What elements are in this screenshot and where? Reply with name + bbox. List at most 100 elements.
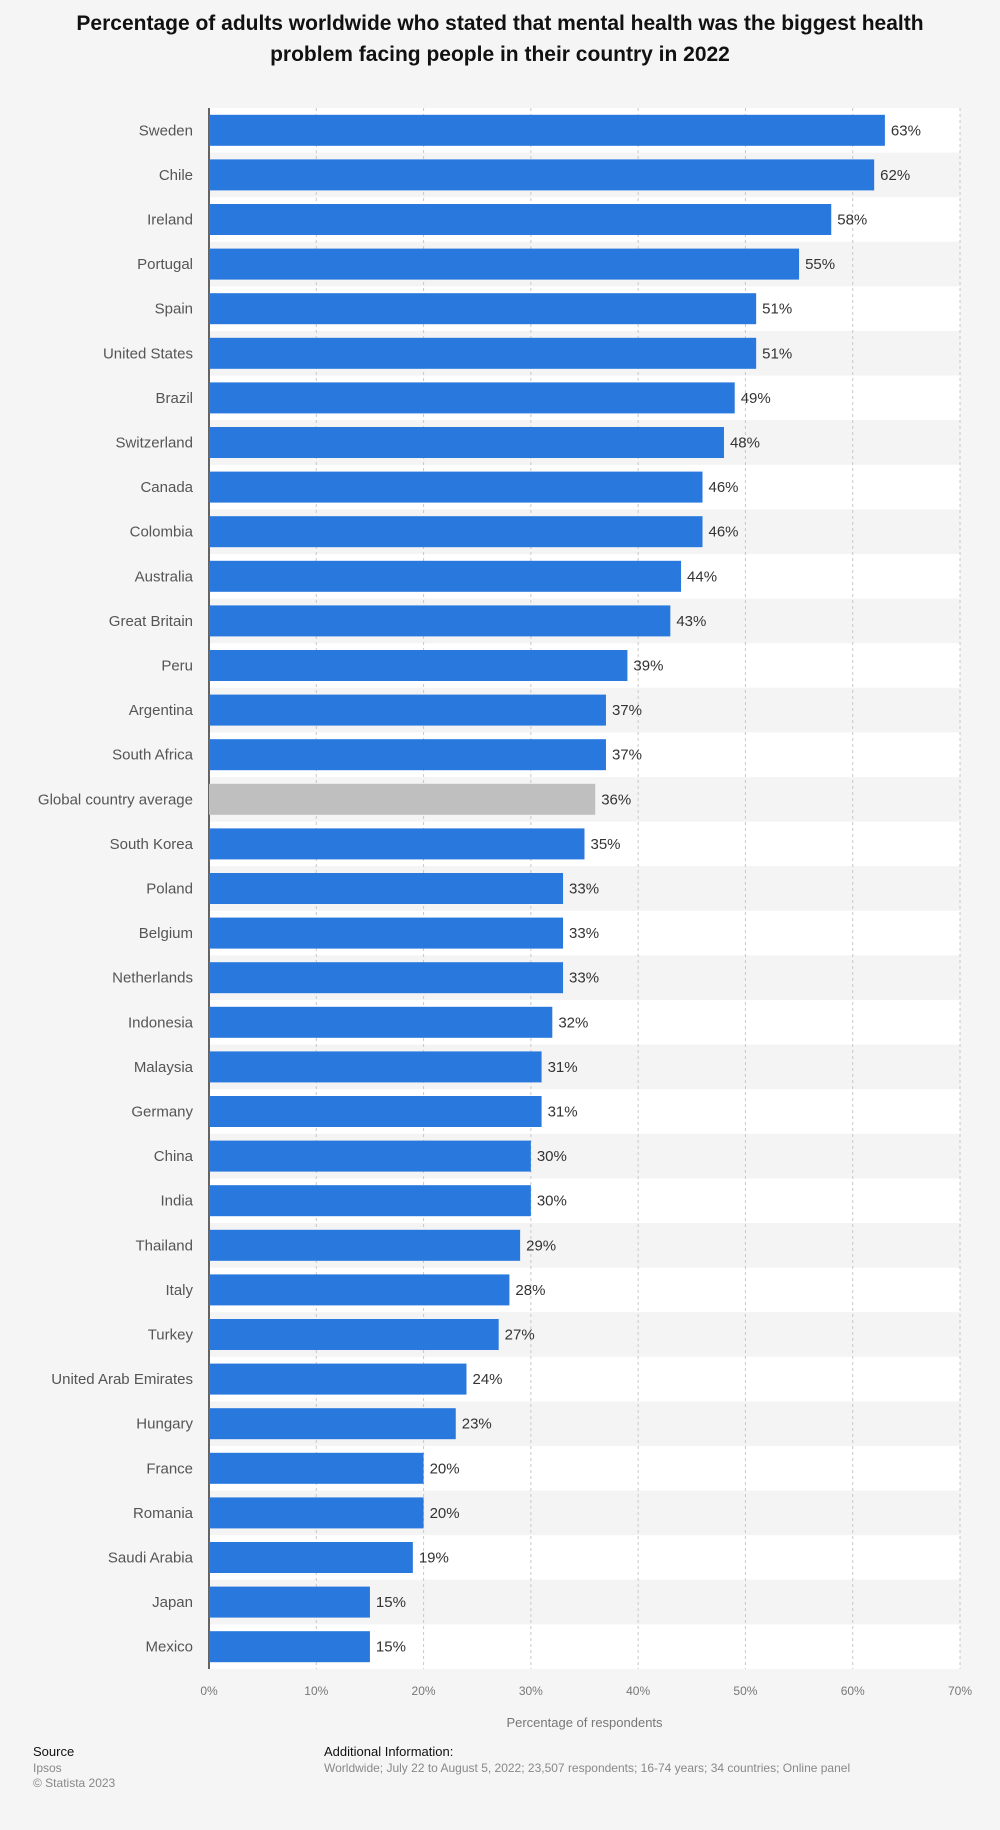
- bar: [209, 1586, 370, 1618]
- bar: [209, 516, 703, 548]
- chart-title: Percentage of adults worldwide who state…: [76, 12, 924, 66]
- data-label: 24%: [472, 1371, 502, 1388]
- x-tick-label: 10%: [304, 1684, 328, 1698]
- data-label: 27%: [505, 1327, 535, 1344]
- category-label: Great Britain: [109, 613, 193, 630]
- category-label: Peru: [161, 658, 193, 675]
- x-tick-label: 20%: [412, 1684, 436, 1698]
- data-label: 51%: [762, 301, 792, 318]
- category-label: Turkey: [148, 1327, 194, 1344]
- category-label: Global country average: [38, 791, 193, 808]
- data-label: 33%: [569, 881, 599, 898]
- bar: [209, 783, 596, 815]
- category-label: United Arab Emirates: [51, 1371, 193, 1388]
- data-label: 32%: [558, 1014, 588, 1031]
- bar: [209, 1229, 521, 1261]
- bar: [209, 1631, 370, 1663]
- bar: [209, 1140, 531, 1172]
- category-label: Poland: [146, 881, 193, 898]
- bar: [209, 337, 757, 369]
- bar: [209, 605, 671, 637]
- category-label: China: [154, 1148, 194, 1165]
- bar: [209, 1452, 424, 1484]
- category-label: India: [160, 1193, 193, 1210]
- bar: [209, 471, 703, 503]
- category-label: Indonesia: [128, 1014, 194, 1031]
- data-label: 15%: [376, 1594, 406, 1611]
- data-label: 20%: [430, 1460, 460, 1477]
- bar: [209, 873, 564, 904]
- data-label: 58%: [837, 212, 867, 229]
- category-label: Saudi Arabia: [108, 1550, 194, 1567]
- bar: [209, 560, 682, 592]
- bar-chart: 0% 10% 20% 30% 40% 50% 60% 70% Sweden 63% Chile 62%…: [38, 108, 972, 1730]
- data-label: 39%: [633, 658, 663, 675]
- bar: [209, 1363, 467, 1395]
- category-label: Switzerland: [115, 435, 193, 452]
- data-label: 49%: [741, 390, 771, 407]
- source-line-publisher: Ipsos: [33, 1761, 62, 1775]
- data-label: 46%: [709, 479, 739, 496]
- category-label: Canada: [140, 479, 193, 496]
- data-label: 31%: [548, 1059, 578, 1076]
- data-label: 15%: [376, 1639, 406, 1656]
- category-label: Italy: [165, 1282, 193, 1299]
- category-label: Hungary: [136, 1416, 193, 1433]
- category-label: Colombia: [130, 524, 194, 541]
- source-block: Source Ipsos © Statista 2023: [33, 1744, 115, 1791]
- category-label: Netherlands: [112, 970, 193, 987]
- bar: [209, 114, 885, 146]
- bar: [209, 1497, 424, 1529]
- x-tick-label: 70%: [948, 1684, 972, 1698]
- additional-info-block: Additional Information: Worldwide; July …: [324, 1744, 964, 1776]
- category-label: Australia: [135, 568, 194, 585]
- bar: [209, 159, 875, 191]
- data-label: 51%: [762, 345, 792, 362]
- bar: [209, 1408, 456, 1440]
- source-heading: Source: [33, 1744, 75, 1759]
- bar: [209, 1006, 553, 1038]
- data-label: 37%: [612, 747, 642, 764]
- bar: [209, 293, 757, 325]
- data-label: 30%: [537, 1148, 567, 1165]
- data-label: 48%: [730, 435, 760, 452]
- bar: [209, 1051, 542, 1083]
- category-label: South Korea: [110, 836, 194, 853]
- bar: [209, 427, 724, 458]
- bar: [209, 1096, 542, 1127]
- category-label: Japan: [152, 1594, 193, 1611]
- category-label: Argentina: [129, 702, 194, 719]
- bar: [209, 650, 628, 681]
- x-tick-label: 50%: [733, 1684, 757, 1698]
- category-label: Brazil: [155, 390, 193, 407]
- bar: [209, 962, 564, 994]
- category-label: Chile: [159, 167, 193, 184]
- x-tick-label: 30%: [519, 1684, 543, 1698]
- category-label: Germany: [131, 1104, 193, 1121]
- data-label: 30%: [537, 1193, 567, 1210]
- category-label: South Africa: [112, 747, 194, 764]
- category-label: Mexico: [145, 1639, 193, 1656]
- category-label: Ireland: [147, 212, 193, 229]
- category-label: Sweden: [139, 122, 193, 139]
- bar: [209, 382, 735, 414]
- data-label: 37%: [612, 702, 642, 719]
- category-label: Thailand: [135, 1237, 193, 1254]
- source-line-copyright: © Statista 2023: [33, 1776, 116, 1790]
- data-label: 33%: [569, 970, 599, 987]
- category-label: United States: [103, 345, 193, 362]
- data-label: 55%: [805, 256, 835, 273]
- data-label: 62%: [880, 167, 910, 184]
- bar: [209, 1319, 499, 1350]
- data-label: 63%: [891, 122, 921, 139]
- data-label: 23%: [462, 1416, 492, 1433]
- data-label: 19%: [419, 1550, 449, 1567]
- data-label: 31%: [548, 1104, 578, 1121]
- bar: [209, 739, 606, 771]
- data-label: 36%: [601, 791, 631, 808]
- data-label: 29%: [526, 1237, 556, 1254]
- bar: [209, 1542, 413, 1573]
- data-label: 44%: [687, 568, 717, 585]
- bar: [209, 1185, 531, 1217]
- data-label: 33%: [569, 925, 599, 942]
